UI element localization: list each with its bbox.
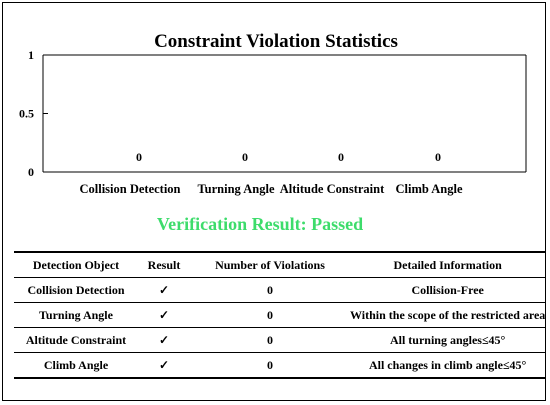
table-row: Turning Angle ✓ 0 Within the scope of th… (14, 303, 546, 328)
cell-violations: 0 (267, 332, 273, 347)
category-label: Altitude Constraint (280, 182, 385, 196)
header-number-of-violations: Number of Violations (215, 257, 325, 272)
cell-violations: 0 (267, 357, 273, 372)
cell-object: Collision Detection (27, 282, 125, 297)
y-tick-label: 0 (28, 165, 34, 179)
cell-details: All changes in climb angle≤45° (368, 357, 527, 372)
header-result: Result (147, 257, 181, 272)
cell-object: Turning Angle (39, 307, 113, 322)
constraint-chart: Constraint Violation Statistics 0 0.5 1 0 Co… (19, 31, 527, 196)
y-tick-label: 0.5 (19, 107, 34, 121)
cell-result: ✓ (158, 282, 170, 297)
data-label: 0 (338, 150, 344, 164)
table-row: Altitude Constraint ✓ 0 All turning angl… (14, 328, 546, 353)
cell-violations: 0 (267, 282, 273, 297)
data-label: 0 (136, 150, 142, 164)
results-table: Detection Object Result Number of Violat… (14, 251, 546, 379)
y-tick-label: 1 (28, 48, 34, 62)
cell-object: Altitude Constraint (25, 332, 127, 347)
category-label: Turning Angle (197, 182, 274, 196)
header-detailed-information: Detailed Information (393, 257, 502, 272)
cell-result: ✓ (158, 357, 170, 372)
cell-result: ✓ (158, 332, 170, 347)
cell-result: ✓ (158, 307, 170, 322)
cell-object: Climb Angle (43, 357, 109, 372)
table-header-row: Detection Object Result Number of Violat… (14, 252, 546, 278)
cell-details: Collision-Free (411, 282, 484, 297)
plot-area: 0 0.5 1 0 Collision Detection 0 Turning Angle 0… (19, 48, 527, 196)
table-row: Climb Angle ✓ 0 All changes in climb ang… (14, 353, 546, 378)
chart-title: Constraint Violation Statistics (154, 31, 398, 52)
category-label: Climb Angle (395, 182, 462, 196)
header-detection-object: Detection Object (32, 257, 120, 272)
table-row: Collision Detection ✓ 0 Collision-Free (14, 278, 546, 303)
cell-details: Within the scope of the restricted area (350, 307, 546, 322)
verification-result: Verification Result: Passed (156, 214, 364, 234)
cell-details: All turning angles≤45° (389, 332, 506, 347)
cell-violations: 0 (267, 307, 273, 322)
category-label: Collision Detection (79, 182, 180, 196)
data-label: 0 (242, 150, 248, 164)
figure-frame (2, 2, 546, 401)
data-label: 0 (435, 150, 441, 164)
